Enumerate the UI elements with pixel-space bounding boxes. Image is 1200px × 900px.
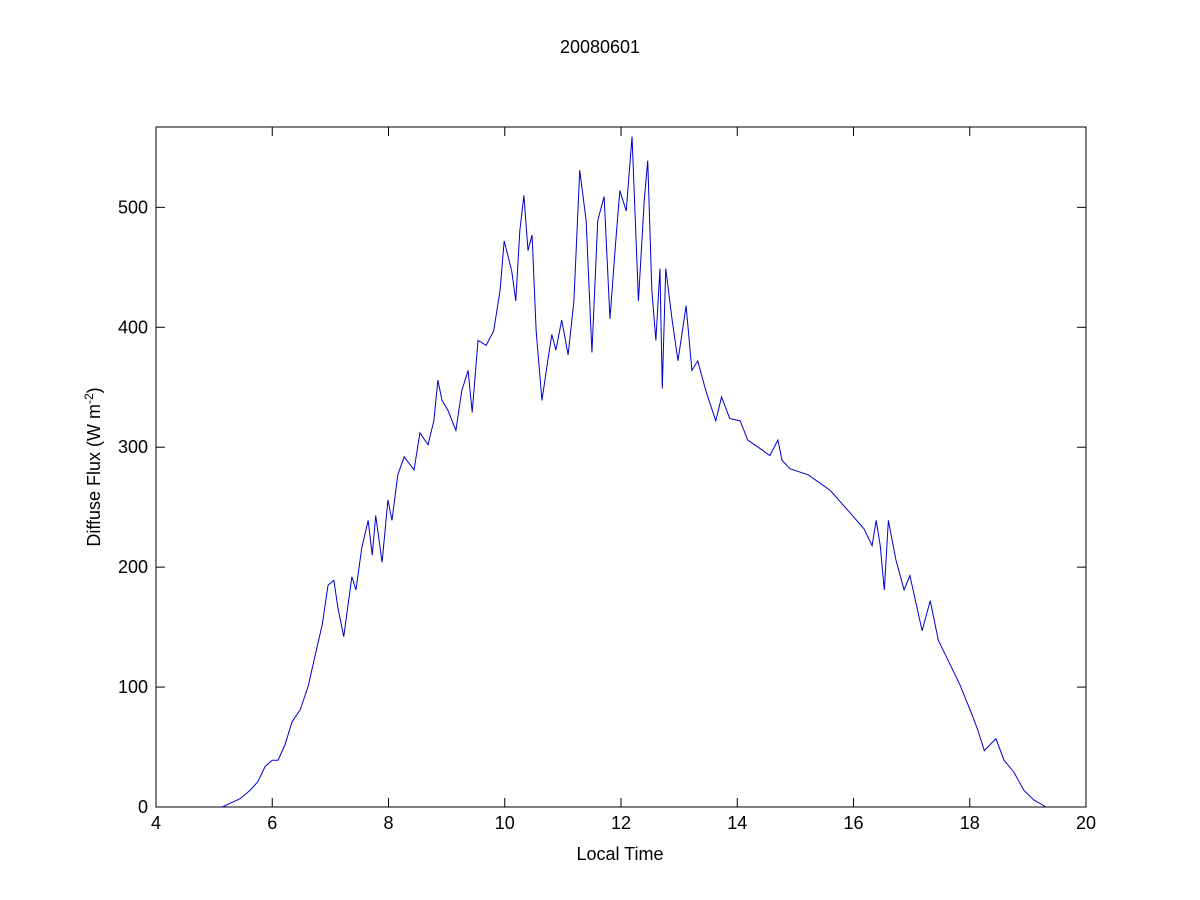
y-tick-label: 400 [118,317,148,337]
x-tick-label: 16 [843,813,863,833]
y-tick-label: 0 [138,797,148,817]
x-tick-label: 14 [727,813,747,833]
y-tick-label: 300 [118,437,148,457]
x-tick-label: 6 [267,813,277,833]
x-tick-label: 18 [960,813,980,833]
x-tick-label: 20 [1076,813,1096,833]
chart-title: 20080601 [560,37,640,57]
x-tick-label: 4 [151,813,161,833]
x-tick-label: 12 [611,813,631,833]
x-axis-label: Local Time [576,844,663,864]
y-tick-label: 100 [118,677,148,697]
y-tick-label: 500 [118,197,148,217]
x-tick-label: 10 [495,813,515,833]
y-axis-label: Diffuse Flux (W m-2) [82,387,104,546]
y-label-tail: ) [84,387,104,393]
data-line [222,136,1047,808]
x-tick-label: 8 [383,813,393,833]
y-label-text: Diffuse Flux (W m [84,404,104,547]
y-tick-label: 200 [118,557,148,577]
y-label-superscript: -2 [82,393,96,404]
